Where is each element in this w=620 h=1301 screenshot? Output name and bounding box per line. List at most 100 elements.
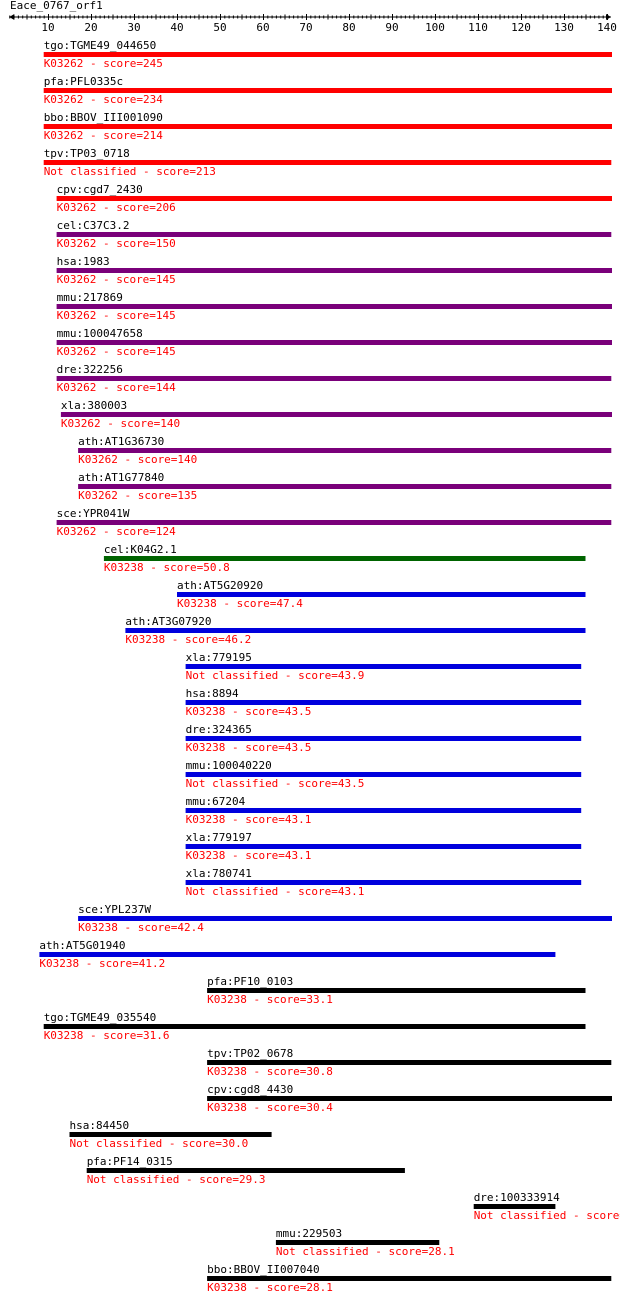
hit-name[interactable]: ath:AT3G07920 xyxy=(125,615,211,628)
hit-row[interactable]: dre:100333914 Not classified - score=28. xyxy=(473,1191,620,1222)
hit-bar[interactable] xyxy=(207,1060,612,1065)
hit-row[interactable]: dre:322256 K03262 - score=144 xyxy=(56,363,612,394)
hit-name[interactable]: ath:AT1G36730 xyxy=(78,435,164,448)
hit-bar[interactable] xyxy=(207,1096,612,1101)
hit-row[interactable]: pfa:PF10_0103 K03238 - score=33.1 xyxy=(207,975,586,1006)
hit-row[interactable]: ath:AT1G36730 K03262 - score=140 xyxy=(78,435,612,466)
hit-row[interactable]: dre:324365 K03238 - score=43.5 xyxy=(185,723,582,754)
hit-bar[interactable] xyxy=(43,88,612,93)
hit-bar[interactable] xyxy=(125,628,586,633)
hit-row[interactable]: ath:AT5G01940 K03238 - score=41.2 xyxy=(39,939,556,970)
hit-bar[interactable] xyxy=(56,304,613,309)
hit-row[interactable]: sce:YPL237W K03238 - score=42.4 xyxy=(78,903,613,934)
hit-bar[interactable] xyxy=(207,988,586,993)
hit-row[interactable]: mmu:67204 K03238 - score=43.1 xyxy=(185,795,582,826)
hit-bar[interactable] xyxy=(78,448,612,453)
hit-bar[interactable] xyxy=(185,700,582,705)
hit-name[interactable]: cpv:cgd7_2430 xyxy=(57,183,143,196)
hit-bar[interactable] xyxy=(275,1240,440,1245)
hit-name[interactable]: xla:380003 xyxy=(61,399,127,412)
hit-row[interactable]: pfa:PFL0335c K03262 - score=234 xyxy=(43,75,612,106)
hit-name[interactable]: hsa:84450 xyxy=(70,1119,130,1132)
hit-bar[interactable] xyxy=(43,124,612,129)
hit-row[interactable]: tgo:TGME49_035540 K03238 - score=31.6 xyxy=(43,1011,586,1042)
hit-row[interactable]: cpv:cgd7_2430 K03262 - score=206 xyxy=(56,183,613,214)
hit-name[interactable]: xla:779197 xyxy=(186,831,252,844)
hit-row[interactable]: mmu:100047658 K03262 - score=145 xyxy=(56,327,613,358)
hit-row[interactable]: mmu:100040220 Not classified - score=43.5 xyxy=(185,759,582,790)
hit-name[interactable]: cel:K04G2.1 xyxy=(104,543,177,556)
hit-row[interactable]: pfa:PF14_0315 Not classified - score=29.3 xyxy=(86,1155,405,1186)
hit-row[interactable]: mmu:217869 K03262 - score=145 xyxy=(56,291,613,322)
hit-name[interactable]: pfa:PF10_0103 xyxy=(207,975,293,988)
hit-name[interactable]: tpv:TP03_0718 xyxy=(44,147,130,160)
hit-bar[interactable] xyxy=(103,556,586,561)
hit-bar[interactable] xyxy=(43,52,612,57)
hit-bar[interactable] xyxy=(86,1168,405,1173)
hit-name[interactable]: tgo:TGME49_035540 xyxy=(44,1011,157,1024)
hit-name[interactable]: sce:YPR041W xyxy=(57,507,130,520)
hit-name[interactable]: bbo:BBOV_III001090 xyxy=(44,111,163,124)
hit-name[interactable]: mmu:217869 xyxy=(57,291,123,304)
hit-name[interactable]: dre:322256 xyxy=(57,363,123,376)
hit-bar[interactable] xyxy=(78,484,612,489)
hit-name[interactable]: cpv:cgd8_4430 xyxy=(207,1083,293,1096)
hit-bar[interactable] xyxy=(39,952,556,957)
hit-name[interactable]: mmu:100047658 xyxy=(57,327,143,340)
hit-row[interactable]: ath:AT3G07920 K03238 - score=46.2 xyxy=(125,615,586,646)
hit-bar[interactable] xyxy=(185,772,582,777)
hit-row[interactable]: mmu:229503 Not classified - score=28.1 xyxy=(275,1227,455,1258)
hit-row[interactable]: xla:380003 K03262 - score=140 xyxy=(60,399,612,430)
hit-name[interactable]: ath:AT1G77840 xyxy=(78,471,164,484)
hit-bar[interactable] xyxy=(207,1276,612,1281)
hit-row[interactable]: cpv:cgd8_4430 K03238 - score=30.4 xyxy=(207,1083,612,1114)
hit-row[interactable]: hsa:1983 K03262 - score=145 xyxy=(56,255,613,286)
hit-bar[interactable] xyxy=(185,664,582,669)
hit-bar[interactable] xyxy=(185,880,582,885)
hit-row[interactable]: hsa:8894 K03238 - score=43.5 xyxy=(185,687,582,718)
hit-row[interactable]: bbo:BBOV_II007040 K03238 - score=28.1 xyxy=(207,1263,612,1294)
hit-bar[interactable] xyxy=(473,1204,556,1209)
hit-bar[interactable] xyxy=(56,232,612,237)
hit-row[interactable]: tgo:TGME49_044650 K03262 - score=245 xyxy=(43,39,612,70)
hit-row[interactable]: xla:780741 Not classified - score=43.1 xyxy=(185,867,582,898)
hit-name[interactable]: mmu:100040220 xyxy=(186,759,272,772)
hit-bar[interactable] xyxy=(185,844,582,849)
hit-bar[interactable] xyxy=(185,808,582,813)
hit-name[interactable]: tgo:TGME49_044650 xyxy=(44,39,157,52)
hit-row[interactable]: cel:K04G2.1 K03238 - score=50.8 xyxy=(103,543,586,574)
hit-name[interactable]: mmu:67204 xyxy=(186,795,246,808)
hit-row[interactable]: bbo:BBOV_III001090 K03262 - score=214 xyxy=(43,111,612,142)
hit-row[interactable]: tpv:TP03_0718 Not classified - score=213 xyxy=(43,147,612,178)
hit-bar[interactable] xyxy=(56,196,613,201)
hit-name[interactable]: ath:AT5G01940 xyxy=(39,939,125,952)
hit-row[interactable]: ath:AT1G77840 K03262 - score=135 xyxy=(78,471,612,502)
hit-name[interactable]: xla:780741 xyxy=(186,867,252,880)
hit-name[interactable]: xla:779195 xyxy=(186,651,252,664)
hit-name[interactable]: pfa:PF14_0315 xyxy=(87,1155,173,1168)
hit-bar[interactable] xyxy=(56,340,613,345)
hit-bar[interactable] xyxy=(60,412,612,417)
hit-row[interactable]: ath:AT5G20920 K03238 - score=47.4 xyxy=(177,579,586,610)
hit-row[interactable]: tpv:TP02_0678 K03238 - score=30.8 xyxy=(207,1047,612,1078)
hit-row[interactable]: xla:779195 Not classified - score=43.9 xyxy=(185,651,582,682)
hit-bar[interactable] xyxy=(43,160,612,165)
hit-row[interactable]: sce:YPR041W K03262 - score=124 xyxy=(56,507,612,538)
hit-name[interactable]: cel:C37C3.2 xyxy=(57,219,130,232)
hit-name[interactable]: tpv:TP02_0678 xyxy=(207,1047,293,1060)
hit-name[interactable]: pfa:PFL0335c xyxy=(44,75,123,88)
hit-bar[interactable] xyxy=(185,736,582,741)
hit-bar[interactable] xyxy=(56,268,613,273)
hit-name[interactable]: bbo:BBOV_II007040 xyxy=(207,1263,320,1276)
hit-name[interactable]: dre:324365 xyxy=(186,723,252,736)
hit-bar[interactable] xyxy=(56,376,612,381)
hit-bar[interactable] xyxy=(78,916,613,921)
hit-bar[interactable] xyxy=(177,592,586,597)
hit-name[interactable]: hsa:8894 xyxy=(186,687,239,700)
hit-row[interactable]: xla:779197 K03238 - score=43.1 xyxy=(185,831,582,862)
hit-bar[interactable] xyxy=(43,1024,586,1029)
hit-name[interactable]: sce:YPL237W xyxy=(78,903,151,916)
hit-name[interactable]: ath:AT5G20920 xyxy=(177,579,263,592)
hit-name[interactable]: mmu:229503 xyxy=(276,1227,342,1240)
hit-row[interactable]: cel:C37C3.2 K03262 - score=150 xyxy=(56,219,612,250)
